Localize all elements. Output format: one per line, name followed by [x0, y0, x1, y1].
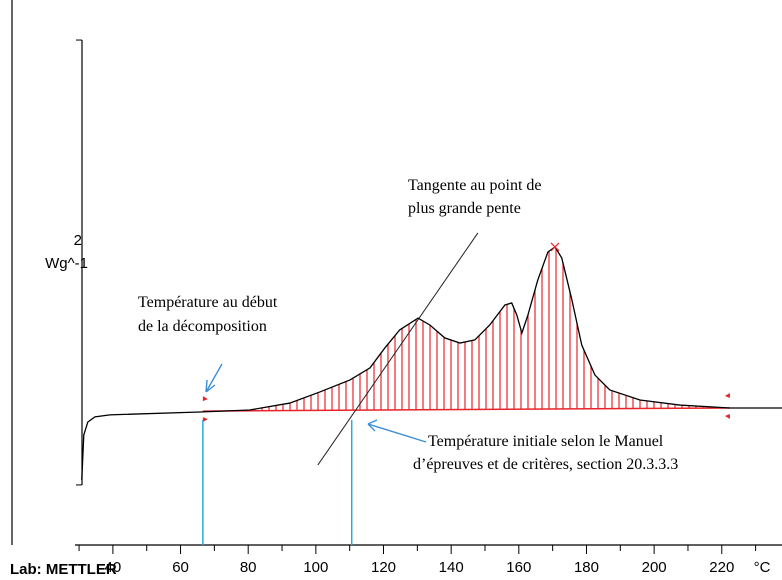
annotation: plus grande pente — [408, 200, 521, 217]
footer: Lab: METTLER — [10, 561, 117, 578]
x-tick-label: 180 — [574, 559, 599, 576]
dsc-curve — [81, 245, 782, 481]
integrated-area — [202, 246, 730, 412]
annotation: Température initiale selon le Manuel — [428, 433, 664, 450]
y-axis-label: Wg^-1 — [45, 255, 88, 272]
annotation: Tangente au point de — [408, 177, 542, 194]
annotation: d’épreuves et de critères, section 20.3.… — [413, 456, 678, 473]
tangent-line — [317, 232, 479, 466]
x-tick-label: 220 — [709, 559, 734, 576]
integration-limit — [724, 392, 730, 419]
peak-marker — [550, 242, 560, 252]
x-tick-label: 200 — [642, 559, 667, 576]
x-tick-label: 160 — [506, 559, 531, 576]
scale-value: 2 — [74, 232, 82, 249]
x-tick-label: 100 — [303, 559, 328, 576]
x-axis-label: °C — [754, 559, 771, 576]
annotation: Température au début — [138, 294, 278, 311]
integration-baseline — [202, 407, 730, 412]
integration-limit — [202, 396, 208, 423]
x-tick-label: 40 — [105, 559, 122, 576]
x-tick-label: 80 — [240, 559, 257, 576]
x-tick-label: 60 — [172, 559, 189, 576]
x-tick-label: 120 — [371, 559, 396, 576]
pointer-arrows — [205, 363, 427, 443]
annotation: de la décomposition — [138, 318, 267, 335]
x-tick-label: 140 — [439, 559, 464, 576]
